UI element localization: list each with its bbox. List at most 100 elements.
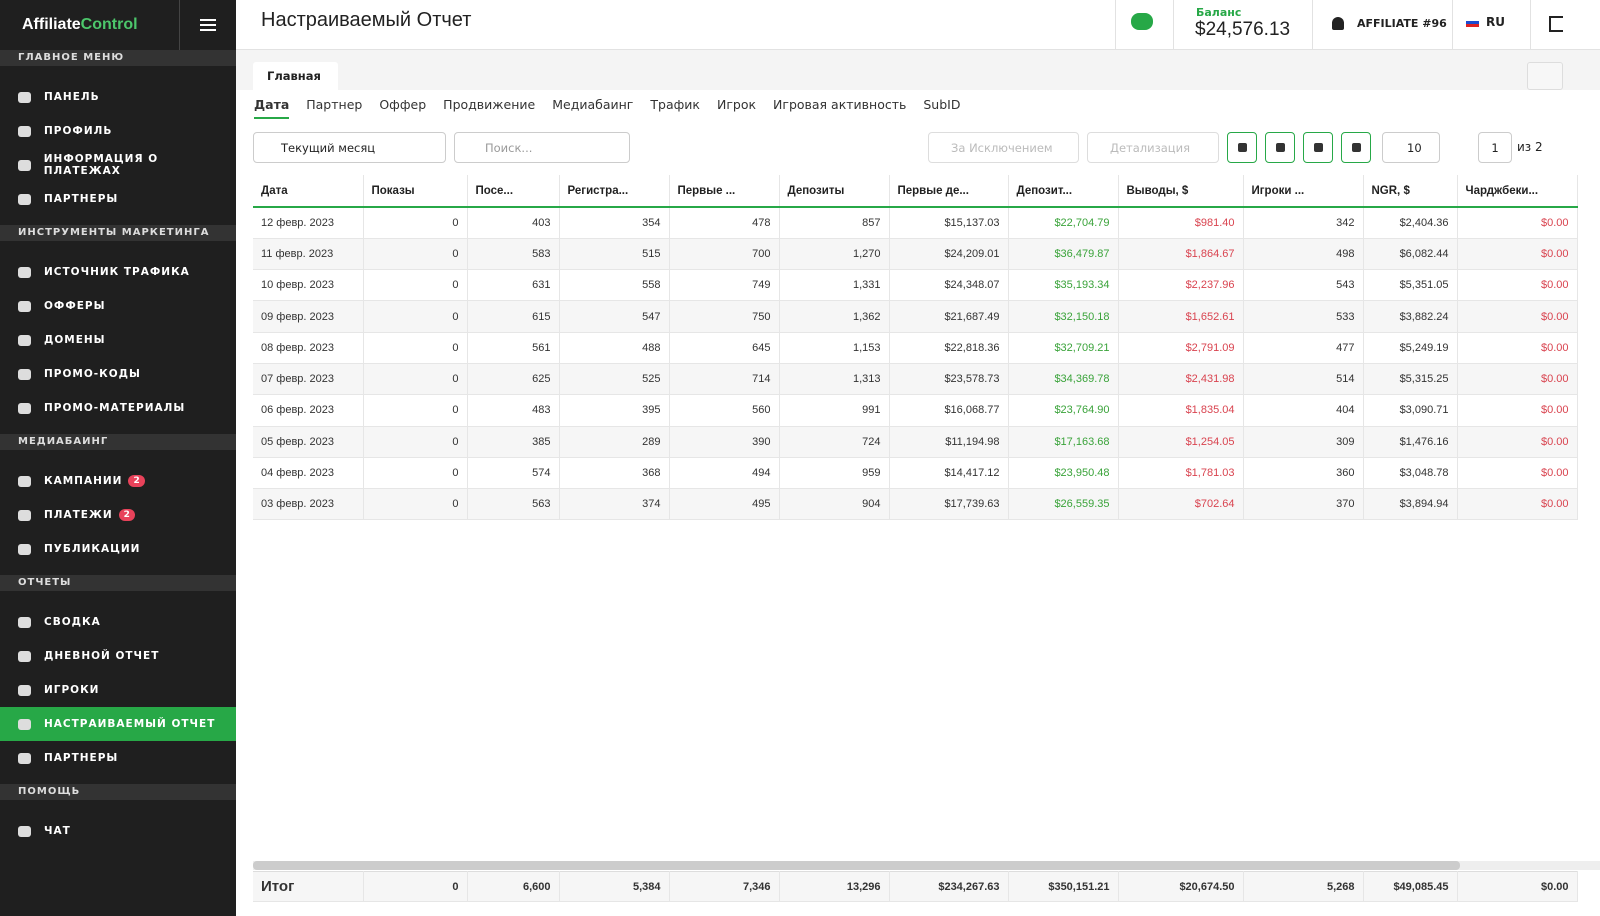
menu-item[interactable]: СВОДКА [0, 605, 236, 639]
column-header[interactable]: Игроки ... [1243, 175, 1364, 208]
per-page[interactable]: 10 [1382, 132, 1440, 163]
cell: 583 [467, 238, 560, 271]
column-header[interactable]: Регистра... [559, 175, 670, 208]
cell: $22,818.36 [889, 332, 1009, 364]
cell: $15,137.03 [889, 207, 1009, 239]
filter[interactable]: Игровая активность [773, 97, 907, 112]
menu-icon [18, 650, 31, 662]
column-header[interactable]: Выводы, $ [1118, 175, 1244, 208]
menu-item[interactable]: ПУБЛИКАЦИИ [0, 532, 236, 566]
menu-item[interactable]: ПРОФИЛЬ [0, 114, 236, 148]
cell: $1,254.05 [1118, 426, 1244, 458]
cell: 309 [1243, 426, 1364, 458]
logo[interactable]: Affiliate Control [0, 0, 180, 50]
sidebar: Affiliate Control ГЛАВНОЕ МЕНЮ ПАНЕЛЬ ПРОФИ… [0, 0, 236, 916]
cell: 543 [1243, 269, 1364, 302]
cell: $22,704.79 [1008, 207, 1119, 239]
cell: $2,237.96 [1118, 269, 1244, 302]
page-count: из 2 [1517, 140, 1543, 154]
cell: 1,331 [779, 269, 890, 302]
refresh-button[interactable] [1341, 132, 1371, 163]
cell: 385 [467, 426, 560, 458]
filter[interactable]: Игрок [716, 97, 757, 112]
column-header[interactable]: Первые де... [889, 175, 1009, 208]
cell: 478 [669, 207, 780, 239]
menu-item[interactable]: ДНЕВНОЙ ОТЧЕТ [0, 639, 236, 673]
cell: $0.00 [1457, 394, 1578, 427]
menu-section: ИНСТРУМЕНТЫ МАРКЕТИНГА ИСТОЧНИК ТРАФИКА ОФ… [0, 225, 236, 425]
cell: 560 [669, 394, 780, 427]
cell: 09 февр. 2023 [253, 300, 364, 333]
export-button[interactable] [1265, 132, 1295, 163]
menu-item[interactable]: ИНФОРМАЦИЯ О ПЛАТЕЖАХ [0, 148, 236, 182]
menu-item[interactable]: ПРОМО-КОДЫ [0, 357, 236, 391]
menu-item[interactable]: ПЛАТЕЖИ 2 [0, 498, 236, 532]
search[interactable]: Поиск... [454, 132, 630, 163]
cell: 05 февр. 2023 [253, 426, 364, 458]
menu-icon [18, 334, 31, 346]
menu-item[interactable]: ИГРОКИ [0, 673, 236, 707]
cell: $23,764.90 [1008, 394, 1119, 427]
cell: 06 февр. 2023 [253, 394, 364, 427]
cell: $24,209.01 [889, 238, 1009, 271]
column-header[interactable]: Чарджбеки... [1457, 175, 1578, 208]
column-header[interactable]: Посе... [467, 175, 560, 208]
detail-button[interactable]: Детализация [1087, 132, 1219, 163]
total-cell: $350,151.21 [1008, 871, 1119, 902]
exclude-button[interactable]: За Исключением [928, 132, 1079, 163]
user[interactable]: AFFILIATE #96 [1357, 17, 1447, 30]
menu-item[interactable]: ДОМЕНЫ [0, 323, 236, 357]
section-title: ГЛАВНОЕ МЕНЮ [0, 50, 236, 66]
column-header[interactable]: Дата [253, 175, 364, 208]
menu-section: ГЛАВНОЕ МЕНЮ ПАНЕЛЬ ПРОФИЛЬ ИНФОРМАЦИЯ О ПЛ… [0, 50, 236, 216]
table-row: 03 февр. 2023 0 563 374 495 904 $17,739.63 $26,… [253, 488, 1578, 521]
tab[interactable]: Главная [253, 62, 338, 90]
cell: $702.64 [1118, 488, 1244, 521]
page-input[interactable]: 1 [1478, 132, 1512, 163]
top-bar: Настраиваемый Отчет Баланс $24,576.13 AF… [236, 0, 1600, 50]
scrollbar[interactable] [253, 861, 1600, 870]
menu-item[interactable]: ОФФЕРЫ [0, 289, 236, 323]
menu-item[interactable]: НАСТРАИВАЕМЫЙ ОТЧЕТ [0, 707, 236, 741]
filter[interactable]: Медиабаинг [552, 97, 634, 112]
menu-label: ЧАТ [44, 825, 71, 837]
menu-icon [18, 159, 31, 171]
cell: 515 [559, 238, 670, 271]
filter[interactable]: Партнер [306, 97, 363, 112]
menu-item[interactable]: ПРОМО-МАТЕРИАЛЫ [0, 391, 236, 425]
filter[interactable]: Продвижение [443, 97, 536, 112]
period-select[interactable]: Текущий месяц [253, 132, 446, 163]
menu-item[interactable]: ПАРТНЕРЫ [0, 182, 236, 216]
cell: 547 [559, 300, 670, 333]
cell: $32,150.18 [1008, 300, 1119, 333]
filter[interactable]: SubID [923, 97, 961, 112]
cell: 03 февр. 2023 [253, 488, 364, 521]
menu-label: ПРОМО-МАТЕРИАЛЫ [44, 402, 186, 414]
column-header[interactable]: Показы [363, 175, 468, 208]
language[interactable]: RU [1486, 15, 1505, 29]
menu-icon [18, 616, 31, 628]
menu-icon [18, 475, 31, 487]
menu-item[interactable]: ЧАТ [0, 814, 236, 848]
menu-item[interactable]: КАМПАНИИ 2 [0, 464, 236, 498]
cell: 08 февр. 2023 [253, 332, 364, 364]
logout[interactable] [1549, 16, 1563, 32]
filter[interactable]: Оффер [379, 97, 427, 112]
cell: 0 [363, 238, 468, 271]
settings-button[interactable] [1227, 132, 1257, 163]
favorite[interactable] [1527, 62, 1563, 90]
menu-item[interactable]: ПАНЕЛЬ [0, 80, 236, 114]
filter[interactable]: Трафик [650, 97, 700, 112]
column-header[interactable]: Депозит... [1008, 175, 1119, 208]
chat-icon[interactable] [1131, 13, 1153, 30]
column-header[interactable]: Депозиты [779, 175, 890, 208]
column-header[interactable]: NGR, $ [1363, 175, 1458, 208]
menu-icon [18, 91, 31, 103]
column-header[interactable]: Первые ... [669, 175, 780, 208]
badge: 2 [128, 475, 145, 487]
menu-item[interactable]: ИСТОЧНИК ТРАФИКА [0, 255, 236, 289]
menu-item[interactable]: ПАРТНЕРЫ [0, 741, 236, 775]
filter[interactable]: Дата [254, 97, 290, 119]
view-button[interactable] [1303, 132, 1333, 163]
menu-toggle[interactable] [180, 0, 236, 50]
